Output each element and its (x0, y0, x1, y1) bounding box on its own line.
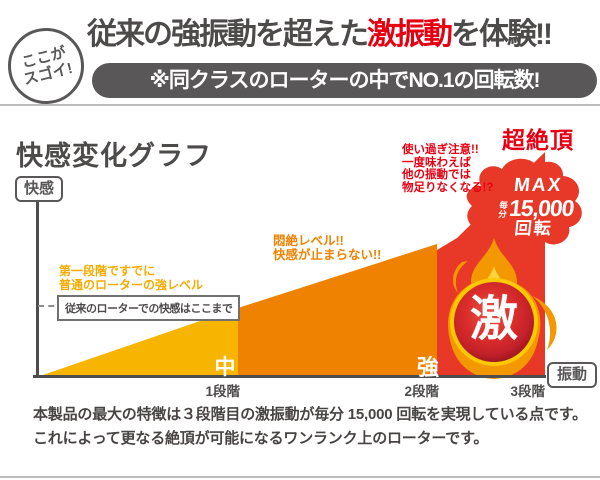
stage2-note-line1: 悶絶レベル!! (273, 234, 344, 248)
headline: 従来の強振動を超えた激振動を体験!! (87, 16, 553, 54)
max-word: MAX (513, 175, 564, 196)
x-axis-label: 振動 (547, 362, 597, 388)
headline-highlight: 激振動 (367, 18, 453, 51)
stage2-note: 悶絶レベル!! 快感が止まらない!! (273, 234, 382, 262)
footer-divider (0, 476, 600, 478)
x-tick-stage1: 1段階 (205, 384, 240, 399)
x-tick-stage2: 2段階 (404, 384, 439, 399)
stage1-note-line1: 第一段階ですでに (59, 264, 156, 278)
max-value-row: 毎分 15,000 (485, 195, 588, 221)
segment-label-medium: 中 (214, 356, 236, 379)
stage3-note-line2: 一度味わえば (402, 156, 471, 169)
stage1-note: 第一段階ですでに 普通のローターの強レベル (59, 264, 204, 292)
highlight-badge: ここが スゴイ! (5, 25, 87, 107)
footer-line2: これによって更なる絶頂が可能になるワンランク上のローターです。 (33, 430, 489, 447)
peak-label: 超絶頂 (502, 127, 574, 153)
headline-pre: 従来の強振動を超えた (87, 18, 369, 51)
baseline-note: 従来のローターでの快感はここまで (57, 295, 241, 321)
stage3-note-line3: 他の振動では (402, 169, 471, 181)
headline-post: を体験!! (451, 18, 553, 51)
segment-label-extreme: 激 (469, 293, 518, 346)
x-tick-stage3: 3段階 (510, 384, 545, 399)
header-divider (0, 104, 600, 106)
flame-tongue-left (453, 261, 468, 293)
footer-description: 本製品の最大の特徴は３段階目の激振動が毎分 15,000 回転を実現している点で… (33, 403, 587, 451)
footer-line1: 本製品の最大の特徴は３段階目の激振動が毎分 15,000 回転を実現している点で… (33, 406, 587, 423)
y-axis-label: 快感 (15, 176, 63, 202)
sub-banner: ※同クラスのローターの中でNO.1の回転数! (92, 63, 597, 98)
flame-tongue-right (532, 296, 557, 350)
badge-text: ここが スゴイ! (18, 43, 74, 88)
stage1-note-line2: 普通のローターの強レベル (59, 277, 204, 292)
max-unit: 回転 (513, 219, 554, 238)
segment-label-strong: 強 (416, 355, 439, 380)
stage3-note-line1: 使い過ぎ注意!! (402, 144, 479, 156)
graph-title: 快感変化グラフ (16, 141, 212, 171)
max-value: 15,000 (507, 195, 575, 221)
x-axis-line (33, 375, 546, 378)
stage3-note-line4: 物足りなくなる!? (402, 181, 494, 194)
stage3-note: 使い過ぎ注意!! 一度味わえば 他の振動では 物足りなくなる!? (402, 144, 493, 194)
max-rotation-callout: MAX 毎分 15,000 回転 (483, 175, 590, 238)
stage2-note-line2: 快感が止まらない!! (273, 247, 382, 262)
y-axis-line (36, 200, 39, 378)
max-unit-prefix: 毎分 (497, 199, 509, 219)
